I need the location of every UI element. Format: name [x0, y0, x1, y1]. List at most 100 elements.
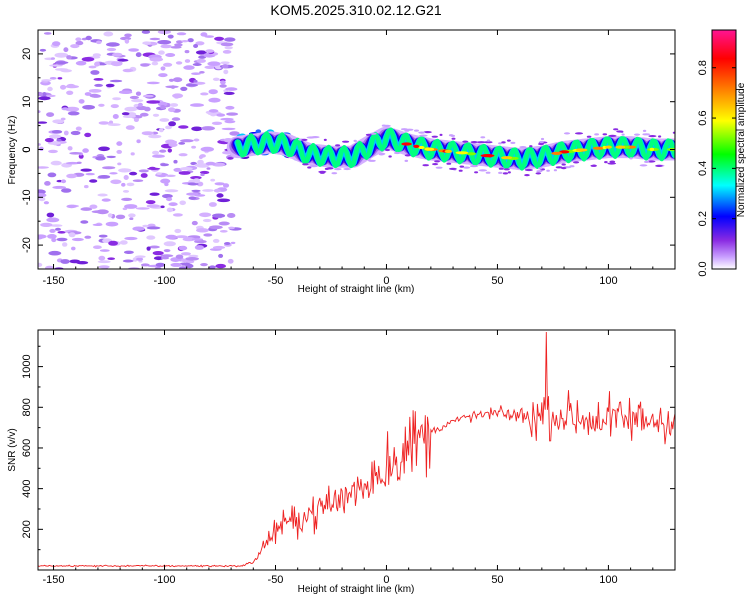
ridge-fringe [463, 166, 471, 169]
noise-speck [208, 109, 219, 113]
y-tick-label: 20 [21, 48, 33, 60]
noise-speck [107, 257, 115, 261]
noise-speck [178, 245, 188, 251]
noise-speck [67, 111, 80, 116]
ridge-fringe [458, 169, 463, 172]
noise-speck [47, 86, 53, 92]
noise-speck [116, 149, 122, 154]
noise-speck [118, 168, 132, 173]
noise-speck [52, 185, 67, 189]
noise-speck [98, 146, 110, 152]
ridge-fringe [335, 144, 341, 147]
noise-speck [38, 262, 43, 267]
x-tick-label: 0 [383, 275, 389, 287]
ridge-fringe [620, 130, 624, 133]
noise-speck [46, 212, 55, 218]
noise-speck [140, 173, 148, 178]
noise-speck [142, 224, 149, 228]
ridge-fringe [629, 157, 633, 160]
noise-speck [193, 178, 201, 184]
ridge-fringe [369, 132, 377, 135]
noise-speck [166, 197, 173, 202]
noise-speck [47, 172, 57, 178]
ridge-fringe [378, 153, 385, 156]
noise-speck [223, 69, 229, 75]
noise-speck [200, 146, 214, 152]
noise-speck [89, 204, 98, 209]
noise-speck [80, 207, 93, 211]
noise-speck [146, 246, 151, 251]
ridge-fringe [536, 170, 543, 173]
ridge-hotspot [413, 144, 420, 148]
noise-speck [67, 146, 73, 151]
noise-speck [120, 36, 132, 41]
noise-speck [93, 245, 102, 249]
ridge-fringe [555, 166, 563, 169]
noise-speck [118, 90, 133, 94]
noise-speck [213, 188, 221, 193]
ridge-fringe [633, 133, 641, 136]
noise-speck [200, 263, 208, 267]
noise-speck [48, 250, 62, 256]
ridge-hotspot [455, 151, 469, 155]
noise-speck [110, 179, 122, 185]
noise-speck [152, 251, 164, 256]
ridge-hotspot [551, 151, 563, 155]
noise-speck [164, 189, 179, 193]
ridge-fringe [621, 133, 625, 136]
noise-speck [55, 227, 61, 231]
ridge-fringe [423, 131, 432, 134]
noise-speck [60, 259, 70, 264]
noise-speck [93, 78, 104, 81]
noise-speck [216, 193, 224, 198]
noise-speck [163, 249, 171, 253]
ridge-fringe [524, 168, 534, 172]
ridge-fringe [607, 162, 617, 165]
spectrogram-plot-area [38, 30, 675, 269]
noise-speck [92, 223, 103, 226]
x-tick-label: -100 [153, 275, 175, 287]
noise-speck [196, 228, 209, 233]
noise-speck [69, 259, 81, 264]
noise-speck [98, 234, 108, 238]
noise-speck [40, 222, 53, 227]
noise-speck [47, 234, 57, 239]
noise-speck [146, 204, 160, 208]
noise-speck [57, 77, 63, 80]
noise-speck [179, 266, 187, 269]
noise-speck [109, 172, 118, 175]
noise-speck [210, 113, 217, 117]
colorbar-ticks: 0.0 0.2 0.4 0.6 0.8 [697, 60, 736, 277]
noise-speck [209, 265, 216, 269]
ridge-hotspot [487, 154, 493, 158]
ridge-hotspot [424, 147, 435, 151]
noise-speck [190, 103, 204, 107]
noise-speck [91, 210, 106, 214]
noise-speck [98, 265, 110, 269]
noise-speck [143, 106, 151, 112]
ridge-fringe [539, 140, 544, 144]
noise-speck [186, 83, 199, 87]
noise-speck [215, 263, 226, 269]
noise-speck [217, 198, 231, 203]
noise-speck [171, 117, 181, 121]
ridge-fringe [537, 142, 545, 146]
y-tick-label: 400 [21, 479, 33, 497]
noise-speck [195, 50, 207, 55]
x-tick-label: -50 [268, 574, 284, 586]
noise-speck [78, 99, 85, 104]
ridge-fringe [404, 154, 411, 157]
noise-speck [182, 237, 196, 242]
noise-speck [185, 257, 199, 261]
noise-speck [210, 178, 216, 182]
noise-speck [200, 92, 209, 96]
noise-speck [50, 160, 62, 166]
noise-speck [158, 50, 165, 55]
ridge-hotspot [401, 142, 412, 146]
noise-speck [194, 163, 208, 167]
noise-speck [221, 64, 229, 69]
ridge-fringe [343, 167, 351, 171]
noise-speck [135, 207, 150, 210]
noise-speck [66, 161, 80, 165]
noise-speck [135, 255, 146, 258]
